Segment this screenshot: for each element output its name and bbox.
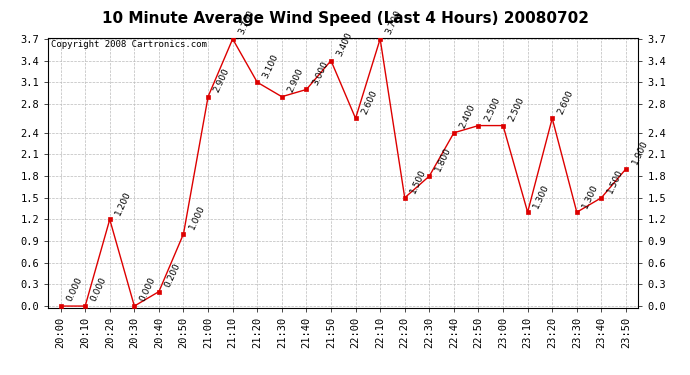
Text: 2.900: 2.900 (213, 67, 231, 94)
Text: 3.100: 3.100 (262, 52, 281, 80)
Text: 0.000: 0.000 (139, 276, 157, 303)
Text: 3.700: 3.700 (384, 9, 404, 36)
Text: 1.300: 1.300 (532, 182, 551, 209)
Text: 2.500: 2.500 (482, 96, 502, 123)
Text: 3.400: 3.400 (335, 31, 354, 58)
Text: Copyright 2008 Cartronics.com: Copyright 2008 Cartronics.com (51, 40, 207, 49)
Text: 3.000: 3.000 (310, 60, 330, 87)
Text: 1.500: 1.500 (606, 168, 624, 195)
Text: 1.800: 1.800 (433, 146, 453, 173)
Text: 1.300: 1.300 (581, 182, 600, 209)
Text: 1.900: 1.900 (630, 139, 649, 166)
Text: 1.200: 1.200 (114, 189, 133, 217)
Text: 2.900: 2.900 (286, 67, 305, 94)
Text: 2.600: 2.600 (556, 88, 575, 116)
Text: 3.700: 3.700 (237, 9, 256, 36)
Text: 2.400: 2.400 (458, 103, 477, 130)
Text: 2.600: 2.600 (359, 88, 379, 116)
Text: 0.000: 0.000 (89, 276, 108, 303)
Text: 1.000: 1.000 (188, 204, 207, 231)
Text: 2.500: 2.500 (507, 96, 526, 123)
Text: 0.000: 0.000 (65, 276, 84, 303)
Text: 0.200: 0.200 (163, 262, 182, 289)
Text: 1.500: 1.500 (409, 168, 428, 195)
Text: 10 Minute Average Wind Speed (Last 4 Hours) 20080702: 10 Minute Average Wind Speed (Last 4 Hou… (101, 11, 589, 26)
